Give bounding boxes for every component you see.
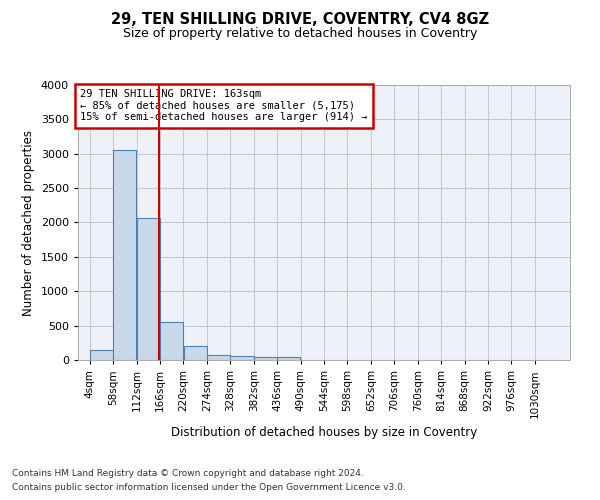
Bar <box>207 354 230 360</box>
Text: 29 TEN SHILLING DRIVE: 163sqm
← 85% of detached houses are smaller (5,175)
15% o: 29 TEN SHILLING DRIVE: 163sqm ← 85% of d… <box>80 89 368 122</box>
Y-axis label: Number of detached properties: Number of detached properties <box>22 130 35 316</box>
Bar <box>90 350 113 360</box>
Text: Contains public sector information licensed under the Open Government Licence v3: Contains public sector information licen… <box>12 484 406 492</box>
Bar <box>113 150 136 360</box>
Bar <box>230 356 254 360</box>
Text: 29, TEN SHILLING DRIVE, COVENTRY, CV4 8GZ: 29, TEN SHILLING DRIVE, COVENTRY, CV4 8G… <box>111 12 489 28</box>
Text: Contains HM Land Registry data © Crown copyright and database right 2024.: Contains HM Land Registry data © Crown c… <box>12 468 364 477</box>
Bar <box>184 346 207 360</box>
Text: Size of property relative to detached houses in Coventry: Size of property relative to detached ho… <box>123 28 477 40</box>
Bar <box>160 322 184 360</box>
X-axis label: Distribution of detached houses by size in Coventry: Distribution of detached houses by size … <box>171 426 477 439</box>
Bar <box>137 218 160 360</box>
Bar <box>277 357 301 360</box>
Bar <box>254 357 277 360</box>
